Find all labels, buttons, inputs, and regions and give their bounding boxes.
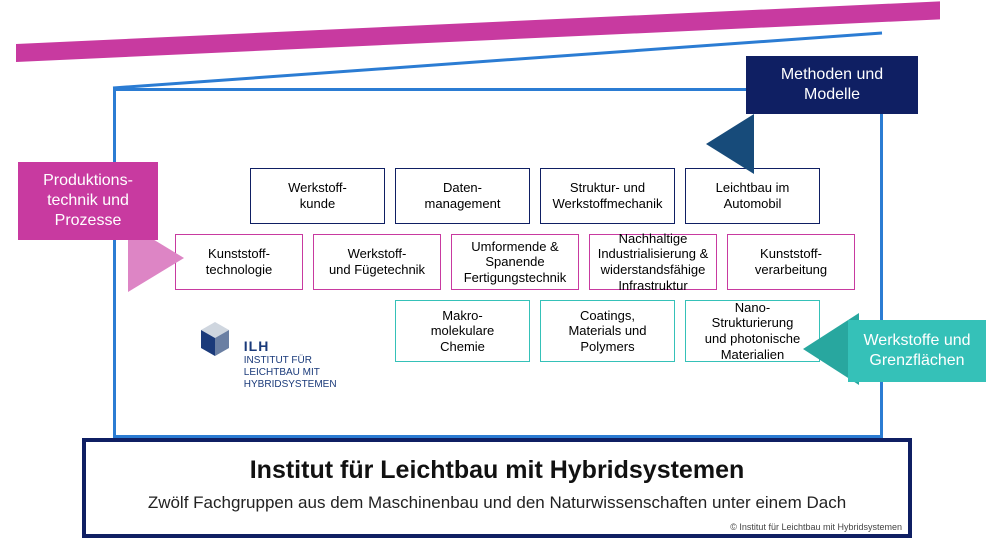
group-cell: Nano-Strukturierungund photonischeMateri… [685, 300, 820, 362]
tag-methods: Methoden undModelle [746, 56, 918, 114]
cube-icon [195, 316, 235, 364]
ilh-logo: ILH INSTITUT FÜR LEICHTBAU MIT HYBRIDSYS… [195, 316, 355, 391]
footer-plinth: Institut für Leichtbau mit Hybridsysteme… [82, 438, 912, 538]
group-cell: Umformende &SpanendeFertigungstechnik [451, 234, 579, 290]
group-cell: Struktur- undWerkstoffmechanik [540, 168, 675, 224]
logo-line3: HYBRIDSYSTEMEN [244, 379, 337, 390]
row-materials: Makro-molekulareChemieCoatings,Materials… [395, 300, 855, 362]
logo-line2: LEICHTBAU MIT [244, 367, 320, 378]
footer-subtitle: Zwölf Fachgruppen aus dem Maschinenbau u… [86, 493, 908, 513]
group-cell: Makro-molekulareChemie [395, 300, 530, 362]
tag-production: Produktions-technik undProzesse [18, 162, 158, 240]
group-cell: NachhaltigeIndustrialisierung &widerstan… [589, 234, 717, 290]
copyright: © Institut für Leichtbau mit Hybridsyste… [730, 522, 902, 532]
row-production: Kunststoff-technologieWerkstoff-und Füge… [175, 234, 855, 290]
group-cell: Kunststoff-verarbeitung [727, 234, 855, 290]
group-cell: Werkstoff-und Fügetechnik [313, 234, 441, 290]
arrow-top-icon [706, 114, 754, 174]
logo-line1: INSTITUT FÜR [244, 355, 312, 366]
group-cell: Leichtbau imAutomobil [685, 168, 820, 224]
row-methods: Werkstoff-kundeDaten-managementStruktur-… [250, 168, 855, 224]
group-cell: Werkstoff-kunde [250, 168, 385, 224]
diagram-canvas: Werkstoff-kundeDaten-managementStruktur-… [0, 0, 992, 558]
group-cell: Coatings,Materials undPolymers [540, 300, 675, 362]
footer-title: Institut für Leichtbau mit Hybridsysteme… [86, 456, 908, 485]
group-cell: Kunststoff-technologie [175, 234, 303, 290]
logo-abbr: ILH [244, 338, 270, 354]
tag-materials: Werkstoffe undGrenzflächen [848, 320, 986, 382]
group-cell: Daten-management [395, 168, 530, 224]
